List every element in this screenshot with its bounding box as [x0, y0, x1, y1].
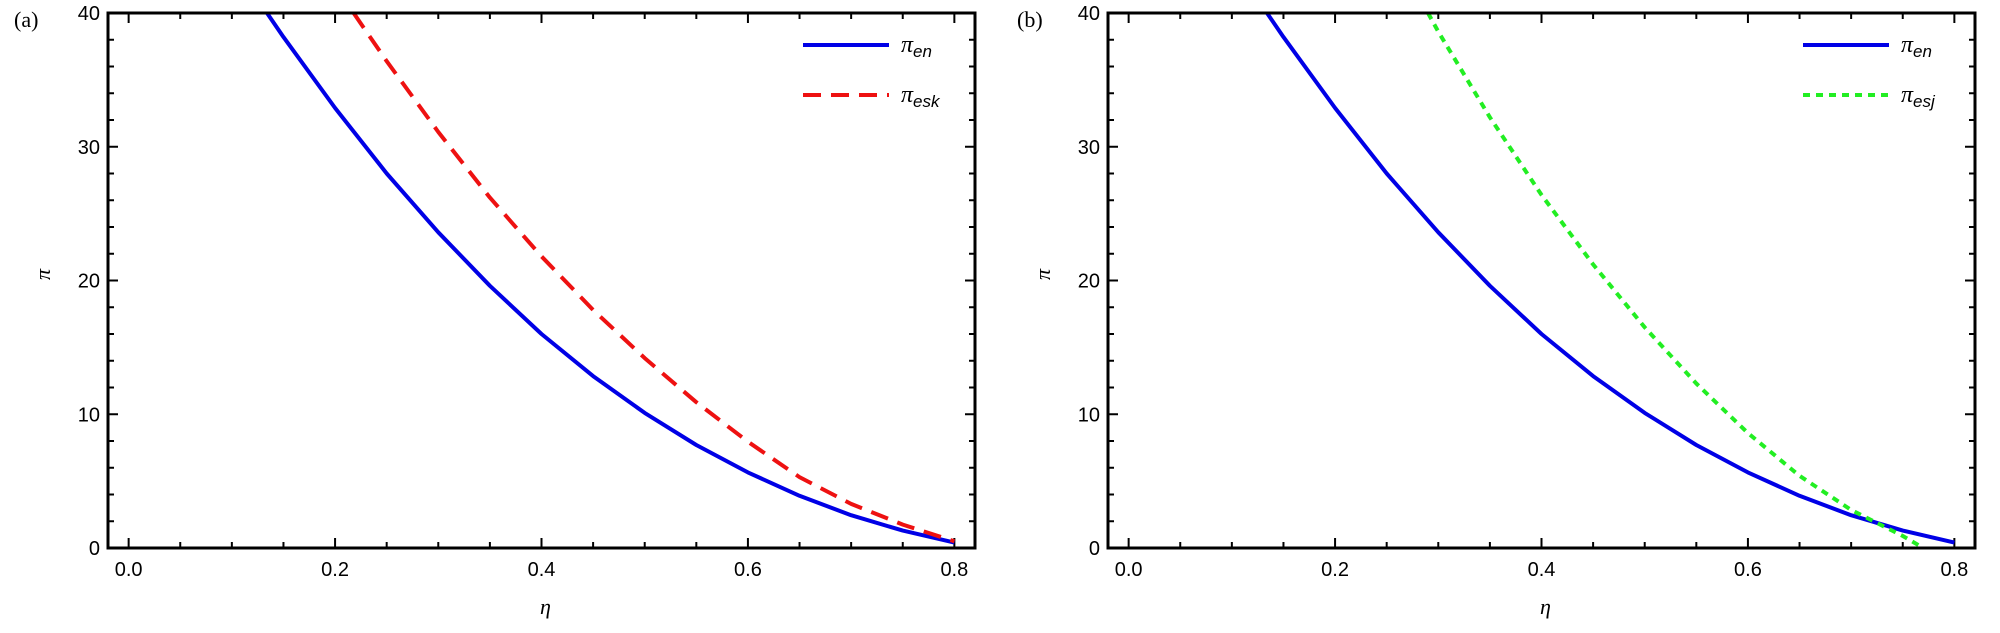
chart-panel-2: (b) 0.0 0.2 0.4 0.6 0.8 0 10 20 30 40 η π πen πesj	[1017, 3, 1977, 619]
y-tick-label: 20	[78, 271, 100, 293]
y-tick-label: 30	[78, 137, 100, 159]
x-tick-label: 0.2	[321, 559, 349, 581]
legend-subscript: esj	[1913, 92, 1936, 111]
legend-subscript: en	[1913, 42, 1932, 61]
x-axis-label: η	[540, 594, 551, 619]
x-tick-label: 0.0	[115, 559, 143, 581]
y-tick-label: 20	[1078, 271, 1100, 293]
y-tick-label: 30	[1078, 137, 1100, 159]
panel-label: (b)	[1017, 7, 1043, 32]
x-axis-label: η	[1540, 594, 1551, 619]
legend-subscript: esk	[913, 92, 941, 111]
panel-label: (a)	[14, 7, 38, 32]
series-line-esj	[1426, 13, 1925, 548]
y-tick-label: 10	[1078, 404, 1100, 426]
legend-subscript: en	[913, 42, 932, 61]
legend-label-esj: πesj	[1901, 82, 1936, 111]
x-tick-label: 0.8	[940, 559, 968, 581]
x-tick-label: 0.4	[528, 559, 556, 581]
chart-panel-1: (a) 0.0 0.2 0.4 0.6 0.8 0 10 20 30 40 η π πen πesk	[14, 3, 977, 619]
x-tick-label: 0.4	[1528, 559, 1556, 581]
legend-label-esk: πesk	[901, 82, 941, 111]
y-tick-label: 0	[1089, 538, 1100, 560]
legend-label-en: πen	[901, 32, 932, 61]
series-line-en	[1265, 13, 1955, 545]
x-tick-label: 0.2	[1321, 559, 1349, 581]
series-line-esk	[351, 13, 956, 544]
y-tick-label: 10	[78, 404, 100, 426]
y-tick-label: 0	[89, 538, 100, 560]
x-tick-label: 0.0	[1115, 559, 1143, 581]
y-axis-label: π	[30, 268, 55, 280]
x-tick-label: 0.6	[734, 559, 762, 581]
legend-label-en: πen	[1901, 32, 1932, 61]
plot-frame	[1106, 11, 1977, 550]
y-axis-label: π	[1030, 268, 1055, 280]
y-tick-label: 40	[1078, 3, 1100, 25]
x-tick-label: 0.6	[1734, 559, 1762, 581]
series-line-en	[265, 13, 955, 545]
y-tick-label: 40	[78, 3, 100, 25]
plot-frame	[106, 11, 977, 550]
x-tick-label: 0.8	[1940, 559, 1968, 581]
